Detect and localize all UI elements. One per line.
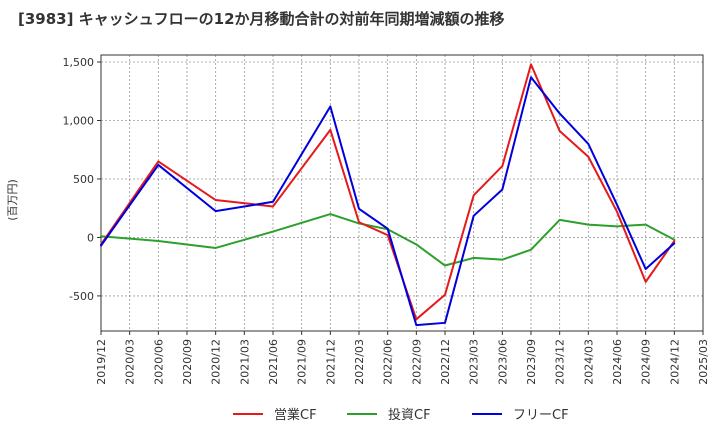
legend-label: フリーCF bbox=[513, 408, 569, 423]
x-tick-label: 2021/03 bbox=[238, 339, 251, 385]
x-tick-label: 2021/12 bbox=[324, 339, 337, 385]
x-tick-label: 2020/12 bbox=[210, 339, 223, 385]
y-tick-label: 500 bbox=[73, 173, 94, 186]
x-tick-label: 2023/09 bbox=[525, 339, 538, 385]
y-tick-label: 1,500 bbox=[63, 56, 95, 69]
x-tick-label: 2022/09 bbox=[410, 339, 423, 385]
x-tick-label: 2020/06 bbox=[152, 339, 165, 385]
y-tick-label: 0 bbox=[87, 231, 94, 244]
x-tick-label: 2022/03 bbox=[353, 339, 366, 385]
x-axis: 2019/12 2020/03 2020/06 2020/09 2020/12 2021/… bbox=[95, 331, 710, 385]
plot-area bbox=[100, 54, 704, 332]
legend: 営業CF 投資CF フリーCF bbox=[233, 407, 569, 423]
x-tick-label: 2021/06 bbox=[267, 339, 280, 385]
x-tick-label: 2021/09 bbox=[296, 339, 309, 385]
series-line-2 bbox=[100, 76, 676, 327]
x-tick-label: 2019/12 bbox=[95, 339, 108, 385]
x-tick-label: 2024/06 bbox=[611, 339, 624, 385]
y-axis-label: (百万円) bbox=[6, 179, 19, 221]
x-tick-label: 2023/12 bbox=[554, 339, 567, 385]
x-tick-label: 2024/12 bbox=[668, 339, 681, 385]
x-tick-label: 2024/03 bbox=[582, 339, 595, 385]
series-lines bbox=[100, 63, 676, 327]
y-tick-label: 1,000 bbox=[63, 114, 95, 127]
chart-title: [3983] キャッシュフローの12か月移動合計の対前年同期増減額の推移 bbox=[18, 10, 505, 28]
legend-label: 投資CF bbox=[388, 407, 431, 423]
x-tick-label: 2020/03 bbox=[124, 339, 137, 385]
x-tick-label: 2025/03 bbox=[697, 339, 710, 385]
x-tick-label: 2020/09 bbox=[181, 339, 194, 385]
x-tick-label: 2024/09 bbox=[640, 339, 653, 385]
x-tick-label: 2022/06 bbox=[382, 339, 395, 385]
x-tick-label: 2023/06 bbox=[496, 339, 509, 385]
x-tick-label: 2023/03 bbox=[468, 339, 481, 385]
y-axis: -500 0 500 1,000 1,500 bbox=[63, 56, 101, 303]
x-tick-label: 2022/12 bbox=[439, 339, 452, 385]
grid bbox=[100, 55, 704, 331]
series-line-1 bbox=[100, 213, 676, 267]
legend-label: 営業CF bbox=[274, 407, 317, 423]
y-tick-label: -500 bbox=[69, 290, 94, 303]
